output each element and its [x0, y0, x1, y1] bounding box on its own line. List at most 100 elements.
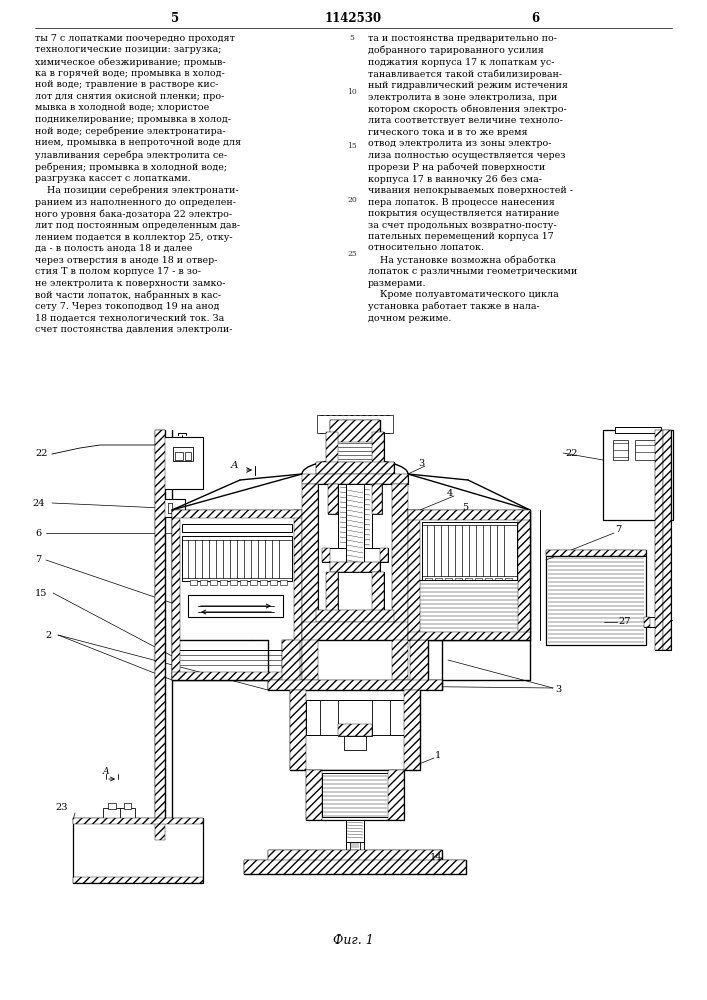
Bar	[445, 578, 452, 584]
Bar	[244, 860, 466, 874]
Bar	[163, 499, 185, 517]
Bar	[320, 700, 338, 735]
Bar	[282, 640, 428, 682]
Bar	[108, 803, 116, 809]
Bar	[316, 462, 394, 474]
Bar	[425, 578, 432, 584]
Bar	[326, 432, 338, 464]
Bar	[655, 430, 663, 650]
Text: 15: 15	[347, 142, 357, 150]
Bar	[338, 484, 372, 549]
Text: 15: 15	[35, 588, 47, 597]
Bar	[182, 524, 292, 532]
Bar	[73, 818, 203, 883]
Bar	[635, 440, 660, 460]
Text: 1: 1	[435, 750, 441, 760]
Bar	[306, 770, 322, 820]
Bar	[338, 724, 372, 736]
Bar	[392, 484, 408, 680]
Text: 3: 3	[555, 686, 561, 694]
Text: 25: 25	[347, 250, 357, 258]
Bar	[485, 578, 492, 584]
Bar	[404, 690, 420, 770]
Bar	[518, 510, 530, 640]
Text: 5: 5	[462, 504, 468, 512]
Bar	[330, 420, 380, 442]
Bar	[330, 562, 380, 572]
Bar	[372, 572, 384, 612]
Bar	[318, 484, 392, 680]
Bar	[182, 536, 292, 581]
Bar	[240, 580, 247, 585]
Bar	[475, 578, 482, 584]
Bar	[326, 432, 384, 464]
Text: 2: 2	[45, 631, 51, 640]
Bar	[188, 595, 283, 617]
Text: 20: 20	[347, 196, 357, 204]
Text: 7: 7	[615, 526, 621, 534]
Bar	[408, 510, 420, 640]
Text: 24: 24	[32, 498, 45, 508]
Bar	[124, 803, 131, 809]
Bar	[326, 572, 338, 612]
Bar	[613, 440, 628, 460]
Bar	[330, 420, 380, 442]
Bar	[306, 700, 404, 735]
Bar	[210, 580, 217, 585]
Bar	[346, 484, 364, 854]
Bar	[330, 562, 380, 572]
Bar	[103, 808, 121, 820]
Bar	[350, 842, 360, 850]
Bar	[388, 770, 404, 820]
Bar	[418, 580, 526, 632]
Bar	[655, 430, 671, 650]
Text: 5: 5	[349, 34, 354, 42]
Bar	[73, 877, 203, 883]
Bar	[282, 640, 300, 682]
Text: 22: 22	[565, 448, 578, 458]
Bar	[338, 430, 372, 440]
Bar	[173, 447, 193, 461]
Bar	[155, 430, 165, 840]
Bar	[346, 820, 364, 842]
Bar	[172, 510, 302, 518]
Bar	[663, 430, 671, 650]
Bar	[372, 432, 384, 464]
Bar	[250, 580, 257, 585]
Text: 22: 22	[35, 450, 47, 458]
Bar	[268, 850, 442, 862]
Bar	[603, 430, 673, 520]
Text: 7: 7	[35, 556, 41, 564]
Bar	[302, 474, 408, 484]
Bar	[280, 580, 287, 585]
Bar	[270, 580, 277, 585]
Bar	[302, 474, 408, 484]
Text: 10: 10	[347, 88, 357, 96]
Bar	[408, 510, 530, 520]
Bar	[435, 578, 442, 584]
Text: 5: 5	[171, 11, 179, 24]
Bar	[172, 650, 302, 672]
Bar	[546, 550, 646, 556]
Text: ты 7 с лопатками поочередно проходят
технологические позиции: загрузка;
химическ: ты 7 с лопатками поочередно проходят тех…	[35, 34, 241, 334]
Bar	[290, 690, 420, 770]
Bar	[268, 680, 442, 690]
Bar	[163, 437, 203, 489]
Bar	[546, 550, 646, 556]
Bar	[380, 548, 388, 562]
Bar	[505, 578, 512, 584]
Bar	[230, 580, 237, 585]
Bar	[615, 427, 661, 433]
Bar	[322, 773, 388, 817]
Bar	[372, 484, 382, 514]
Text: та и постоянства предварительно по-
добранного тарированного усилия
поджатия кор: та и постоянства предварительно по- добр…	[368, 34, 577, 323]
Bar	[306, 770, 404, 820]
Bar	[328, 484, 338, 514]
Bar	[172, 510, 180, 680]
Text: 6: 6	[35, 528, 41, 538]
Bar	[328, 484, 338, 514]
Bar	[372, 700, 390, 735]
Bar	[155, 430, 165, 840]
Bar	[422, 522, 517, 580]
Bar	[120, 808, 135, 820]
